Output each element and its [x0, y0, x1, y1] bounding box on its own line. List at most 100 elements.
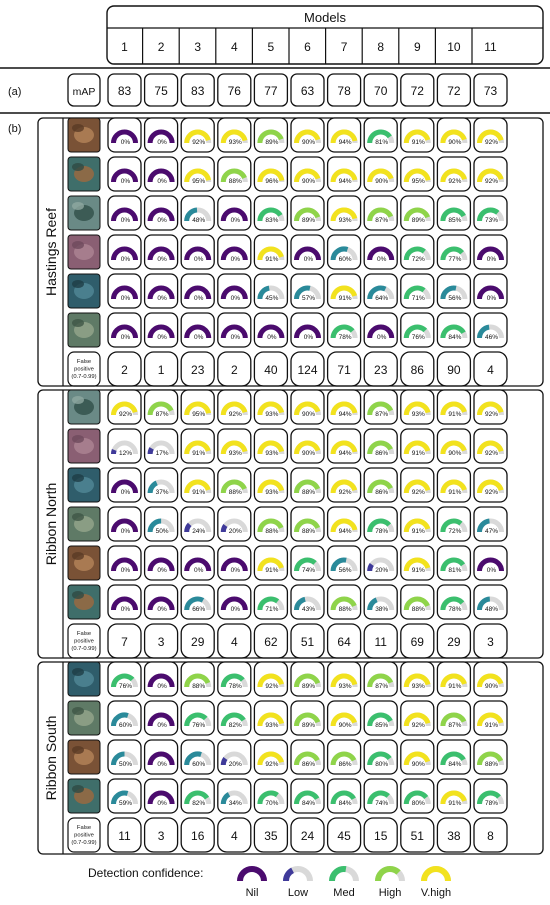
map-value-cell [143, 73, 179, 107]
gauge-cell [290, 389, 325, 425]
map-value: 83 [118, 84, 132, 98]
gauge-arc [257, 673, 284, 688]
gauge-arc [184, 479, 211, 494]
gauge-arc [111, 557, 138, 572]
gauge-arc [294, 324, 321, 339]
section-a-label: (a) [8, 86, 21, 98]
gauge-arc [111, 518, 138, 533]
gauge-arc [257, 401, 285, 416]
gauge-arc [367, 246, 395, 261]
gauge-cell [290, 584, 325, 620]
specimen-image-detail [72, 396, 84, 404]
gauge-arc [184, 207, 198, 222]
gauge-arc [477, 324, 490, 339]
gauge-cell [217, 506, 252, 542]
gauge-arc [440, 207, 466, 222]
gauge-value: 0% [231, 567, 241, 574]
gauge-arc [294, 129, 321, 144]
gauge-value: 46% [485, 334, 498, 341]
gauge-value: 92% [485, 139, 498, 146]
gauge-arc [330, 751, 357, 766]
false-positive-cell [107, 817, 142, 853]
specimen-image-detail [72, 163, 84, 171]
gauge-value: 0% [157, 178, 167, 185]
gauge-arc [184, 751, 202, 766]
gauge-value: 60% [119, 722, 132, 729]
gauge-arc [147, 790, 175, 805]
gauge-arc [403, 673, 431, 688]
gauge-cell [363, 234, 398, 270]
legend-label: Med [333, 887, 354, 899]
gauge-value: 95% [412, 178, 425, 185]
gauge-value: 95% [192, 178, 205, 185]
false-positive-value: 40 [264, 363, 278, 377]
gauge-value: 92% [229, 411, 242, 418]
map-value-cell [326, 73, 362, 107]
gauge-arc [403, 712, 431, 727]
gauge-arc [147, 324, 175, 339]
site-group-box [37, 117, 544, 387]
gauge-arc [367, 168, 394, 183]
gauge-value: 48% [485, 606, 498, 613]
false-positive-cell [290, 817, 325, 853]
gauge-cell [143, 584, 179, 620]
gauge-cell [436, 739, 472, 775]
gauge-value: 92% [485, 411, 498, 418]
gauge-value: 91% [265, 567, 278, 574]
gauge-arc [403, 596, 430, 611]
gauge-value: 78% [448, 606, 461, 613]
site-group-box [37, 661, 544, 855]
specimen-image [67, 467, 101, 503]
gauge-arc [220, 524, 228, 533]
gauge-value: 81% [448, 567, 461, 574]
false-positive-value: 64 [337, 635, 351, 649]
gauge-cell [400, 739, 435, 775]
false-positive-value: 45 [337, 829, 351, 843]
gauge-arc [440, 324, 466, 339]
gauge-cell [290, 467, 325, 503]
gauge-value: 90% [485, 683, 498, 690]
false-positive-value: 7 [121, 635, 128, 649]
gauge-arc [403, 440, 431, 455]
gauge-arc [330, 479, 358, 494]
false-positive-cell [400, 623, 435, 659]
gauge-arc [440, 129, 467, 144]
gauge-cell [400, 506, 435, 542]
gauge-arc [403, 401, 431, 416]
false-positive-value: 11 [374, 635, 387, 649]
gauge-arc [147, 401, 174, 416]
gauge-value: 85% [375, 722, 388, 729]
gauge-value: 90% [302, 139, 315, 146]
gauge-cell [253, 700, 289, 736]
specimen-image [67, 428, 101, 464]
gauge-arc [220, 440, 248, 455]
gauge-value: 0% [157, 722, 167, 729]
gauge-arc [330, 285, 358, 300]
gauge-value: 0% [121, 528, 131, 535]
false-positive-cell [143, 817, 179, 853]
false-positive-cell [363, 351, 398, 387]
gauge-arc [220, 168, 247, 183]
gauge-cell [217, 584, 252, 620]
gauge-cell [400, 545, 435, 581]
gauge-arc [147, 673, 175, 688]
gauge-value: 92% [412, 489, 425, 496]
gauge-value: 60% [192, 761, 205, 768]
gauge-value: 87% [448, 722, 461, 729]
gauge-cell [400, 195, 435, 231]
gauge-arc [257, 440, 285, 455]
gauge-value: 86% [339, 761, 352, 768]
site-name: Hastings Reef [43, 208, 59, 296]
gauge-cell [143, 428, 179, 464]
gauge-arc [294, 712, 321, 727]
gauge-arc [477, 790, 501, 805]
gauge-value: 91% [192, 489, 205, 496]
map-value-cell [436, 73, 472, 107]
gauge-cell [180, 545, 215, 581]
specimen-image [67, 545, 101, 581]
gauge-value: 88% [265, 528, 278, 535]
gauge-cell [326, 739, 362, 775]
gauge-cell [400, 584, 435, 620]
specimen-image [67, 700, 101, 736]
site-group-box [37, 389, 544, 659]
